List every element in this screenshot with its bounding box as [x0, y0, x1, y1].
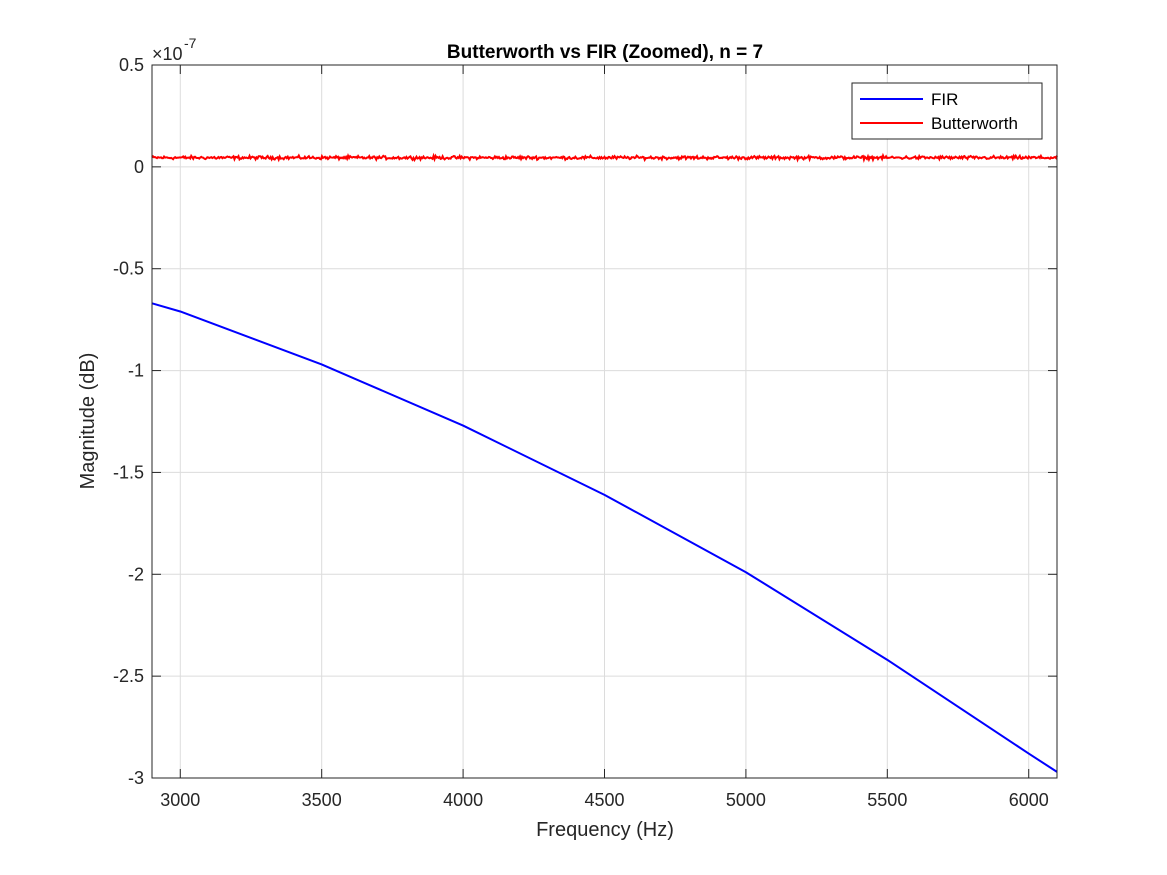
chart-title: Butterworth vs FIR (Zoomed), n = 7	[447, 42, 763, 63]
x-tick-label: 4000	[443, 790, 483, 810]
x-tick-label: 6000	[1009, 790, 1049, 810]
y-exponent-base: ×10	[152, 44, 183, 64]
x-tick-label: 4500	[584, 790, 624, 810]
legend-butterworth-label: Butterworth	[931, 114, 1018, 133]
y-exponent-power: -7	[184, 35, 197, 51]
tick-marks	[152, 64, 1057, 779]
x-axis-label: Frequency (Hz)	[536, 819, 674, 841]
y-tick-labels: 0.5 0 -0.5 -1 -1.5 -2 -2.5 -3	[113, 55, 144, 788]
legend: FIR Butterworth	[851, 82, 1043, 140]
x-tick-label: 3000	[160, 790, 200, 810]
y-tick-label: -1.5	[113, 462, 144, 482]
y-exponent-label: ×10 -7	[152, 35, 197, 64]
y-tick-label: -3	[128, 768, 144, 788]
legend-box	[851, 82, 1043, 140]
y-tick-label: -1	[128, 361, 144, 381]
series-layer	[151, 152, 1058, 773]
y-axis-label: Magnitude (dB)	[77, 353, 99, 490]
series-butterworth-line	[151, 152, 1058, 164]
series-fir-line	[151, 302, 1058, 773]
x-tick-label: 5000	[726, 790, 766, 810]
y-tick-label: 0	[134, 157, 144, 177]
x-tick-labels: 3000 3500 4000 4500 5000 5500 6000	[160, 790, 1048, 810]
x-tick-label: 3500	[302, 790, 342, 810]
x-tick-label: 5500	[867, 790, 907, 810]
y-tick-label: -2	[128, 564, 144, 584]
y-tick-label: -0.5	[113, 259, 144, 279]
y-tick-label: -2.5	[113, 666, 144, 686]
y-tick-label: 0.5	[119, 55, 144, 75]
legend-fir-label: FIR	[931, 90, 958, 109]
